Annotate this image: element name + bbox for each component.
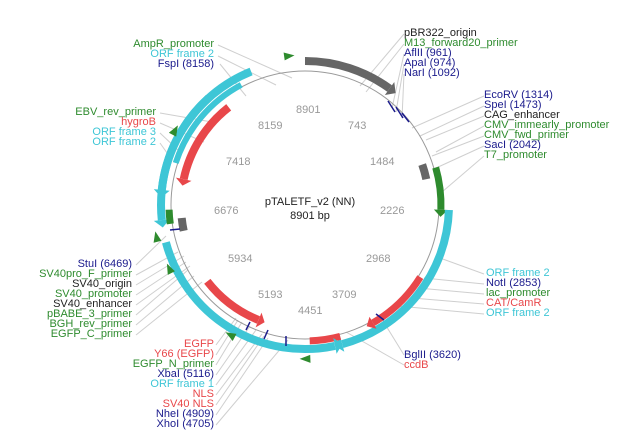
feature-label-enzyme: AflII (961) [404,47,452,59]
feature-label-primer: SV40pro_F_primer [39,268,132,280]
primer-arrow-mark [166,263,175,275]
orf-frame2-right-arc [341,209,453,348]
leader-lines [135,33,485,426]
feature-label-origin: SV40_enhancer [53,298,132,310]
feature-label-gene: CAT/CamR [486,297,541,309]
feature-label-promoter: AmpR_promoter [133,38,214,50]
feature-label-gene: ccdB [404,359,428,371]
tick-label: 2968 [366,253,390,265]
feature-label-origin: CAG_enhancer [484,109,560,121]
tick-label: 8901 [296,104,320,116]
orf-frame1-arc [162,241,336,354]
primer-arrow-mark [153,231,162,243]
ampr-orf-arc-arrowhead [153,219,170,228]
tick-label: 4451 [298,305,322,317]
feature-label-orf: ORF frame 2 [486,267,550,279]
enzyme-cut-marks [169,100,410,346]
feature-label-enzyme: SacI (2042) [484,139,541,151]
plasmid-name: pTALETF_v2 (NN) [265,196,355,208]
tick-label: 1484 [370,156,394,168]
feature-label-enzyme: ApaI (974) [404,57,455,69]
cmv-promoter-arc-arrowhead [433,209,448,217]
pbr322-origin-arc [304,57,392,92]
cat-camr-arc-arrowhead [366,316,377,329]
cmv-promoter-arc [432,166,445,210]
egfp-arc [204,278,261,324]
tick-label: 7418 [226,156,250,168]
feature-label-primer: CMV_fwd_primer [484,129,569,141]
feature-arcs [153,52,453,363]
tick-label: 8159 [258,120,282,132]
feature-label-enzyme: NarI (1092) [404,67,460,79]
feature-label-orf: ORF frame 2 [92,136,156,148]
feature-label-promoter: T7_promoter [484,149,547,161]
position-tick-labels: 743 1484 2226 2968 3709 4451 5193 5934 6… [214,104,404,317]
feature-label-primer: EGFP_N_primer [133,358,215,370]
orf-frame3-arc-arrowhead [153,189,170,198]
orf-frame3-arc [157,95,212,191]
tick-label: 5934 [228,253,252,265]
orf-frame1-arc-arrowhead [333,338,343,354]
egfp-arc-arrowhead [255,312,265,328]
feature-label-enzyme: BglII (3620) [404,349,461,361]
feature-label-primer: EGFP_C_primer [51,328,133,340]
feature-label-primer: M13_forward20_primer [404,37,518,49]
hygrob-arc-arrowhead [175,177,192,186]
feature-label-primer: EBV_rev_primer [75,106,156,118]
feature-label-promoter: SV40_promoter [55,288,132,300]
feature-label-gene: Y66 (EGFP) [154,348,214,360]
feature-label-orf: ORF frame 2 [150,48,214,60]
pbr322-origin-arc-arrowhead [384,82,396,95]
feature-label-gene: SV40 NLS [163,398,214,410]
feature-label-enzyme: FspI (8158) [158,58,214,70]
hygrob-arc [179,104,232,181]
tick-label: 5193 [258,289,282,301]
feature-label-promoter: CMV_immearly_promoter [484,119,610,131]
tick-label: 2226 [380,205,404,217]
primer-arrow-mark [283,52,295,61]
feature-label-orf: ORF frame 3 [92,126,156,138]
feature-label-origin: SV40_origin [72,278,132,290]
feature-label-gene: NLS [193,388,214,400]
feature-label-enzyme: NotI (2853) [486,277,541,289]
primer-arrow-mark [299,354,311,363]
feature-label-enzyme: EcoRV (1314) [484,89,553,101]
feature-label-primer: pBABE_3_primer [47,308,132,320]
cat-camr-arc [371,275,424,326]
primer-arrow-mark [169,125,178,137]
cag-enhancer-arc [418,163,431,181]
sv40-origin-arc [177,217,188,232]
feature-label-enzyme: XhoI (4705) [157,418,214,430]
orf-frame2-left-arc [172,82,243,164]
tick-label: 3709 [332,289,356,301]
plasmid-length: 8901 bp [290,210,330,222]
feature-label-gene: hygroB [121,116,156,128]
sv40-promoter-arc [165,209,174,225]
feature-label-enzyme: XbaI (5116) [157,368,214,380]
feature-label-orf: ORF frame 2 [486,307,550,319]
feature-label-enzyme: StuI (6469) [78,258,132,270]
feature-label-origin: pBR322_origin [404,27,477,39]
feature-label-primer: BGH_rev_primer [49,318,132,330]
feature-label-enzyme: NheI (4909) [156,408,214,420]
tick-label: 6676 [214,205,238,217]
feature-label-gene: EGFP [184,338,214,350]
feature-label-promoter: lac_promoter [486,287,551,299]
ccdb-arc [309,333,342,345]
tick-label: 743 [348,120,366,132]
feature-label-orf: ORF frame 1 [150,378,214,390]
feature-label-enzyme: SpeI (1473) [484,99,541,111]
primer-arrow-mark [225,332,237,341]
